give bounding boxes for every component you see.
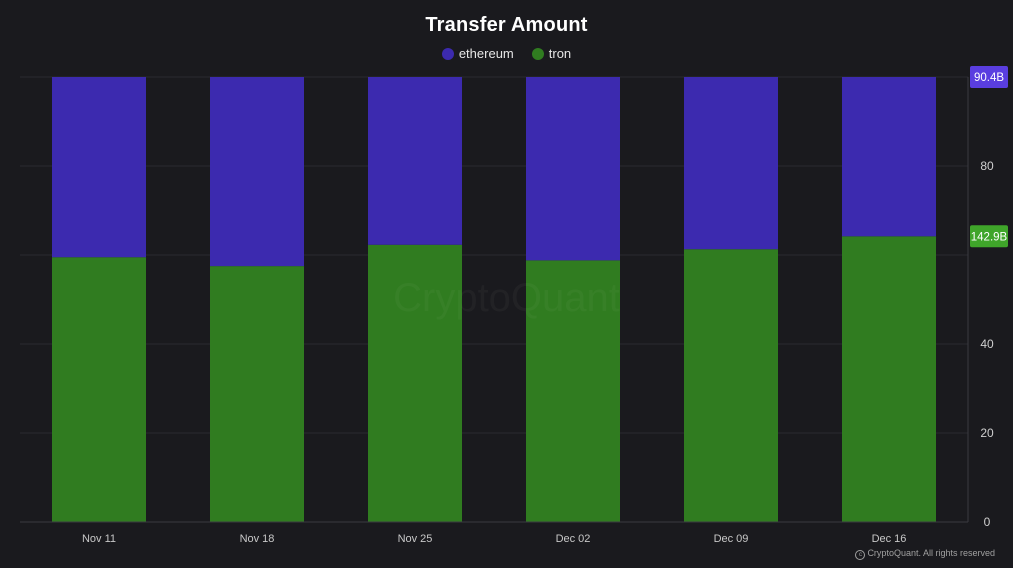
copyright-icon: c	[855, 550, 866, 560]
last-value-text-ethereum: 90.4B	[974, 72, 1004, 84]
y-tick-label: 80	[980, 159, 994, 173]
bar-ethereum-dec-09	[684, 77, 778, 250]
bar-ethereum-dec-02	[526, 77, 620, 261]
bar-ethereum-nov-11	[52, 77, 146, 258]
legend-item-tron[interactable]: tron	[531, 46, 572, 61]
x-tick-label: Nov 18	[240, 533, 275, 545]
legend-swatch-tron	[531, 47, 544, 60]
bar-ethereum-dec-16	[842, 77, 936, 237]
last-value-badge-ethereum	[970, 66, 1008, 88]
bar-tron-dec-16	[842, 236, 936, 522]
bar-ethereum-nov-18	[210, 77, 304, 267]
copyright-notice: c CryptoQuant. All rights reserved	[855, 548, 995, 560]
legend-item-ethereum[interactable]: ethereum	[441, 46, 514, 61]
legend-label-tron: tron	[548, 46, 572, 61]
value-labels: 142.9B 90.4B	[970, 66, 1008, 248]
last-value-label-tron: 142.9B	[970, 225, 1008, 248]
bar-tron-dec-02	[526, 260, 620, 522]
bars	[52, 77, 936, 522]
x-tick-label: Dec 16	[872, 533, 907, 545]
x-tick-label: Nov 11	[82, 533, 116, 545]
last-value-text-tron: 142.9B	[971, 231, 1008, 243]
copyright-text: CryptoQuant. All rights reserved	[867, 548, 995, 558]
bar-tron-nov-18	[210, 266, 304, 522]
x-tick-label: Nov 25	[398, 533, 433, 545]
y-tick-label: 0	[984, 515, 991, 529]
watermark: CryptoQuant	[0, 276, 1013, 321]
legend-label-ethereum: ethereum	[458, 46, 514, 61]
y-tick-label: 40	[980, 337, 994, 351]
bar-tron-nov-11	[52, 257, 146, 522]
bar-ethereum-nov-25	[368, 77, 462, 245]
legend-swatch-ethereum	[441, 47, 454, 60]
y-tick-label: 20	[980, 426, 994, 440]
x-tick-label: Dec 09	[714, 533, 749, 545]
chart-title: Transfer Amount	[425, 14, 588, 36]
chart-legend: ethereum tron	[0, 46, 1013, 61]
bar-tron-nov-25	[368, 244, 462, 522]
axes: 0 20 40 80 Nov 11 Nov 18 Nov 25 Dec 02 Dec 09 Dec…	[20, 77, 994, 545]
last-value-badge-tron	[970, 225, 1008, 248]
x-tick-label: Dec 02	[556, 533, 591, 545]
bar-tron-dec-09	[684, 249, 778, 522]
last-value-label-ethereum: 90.4B	[970, 66, 1008, 88]
